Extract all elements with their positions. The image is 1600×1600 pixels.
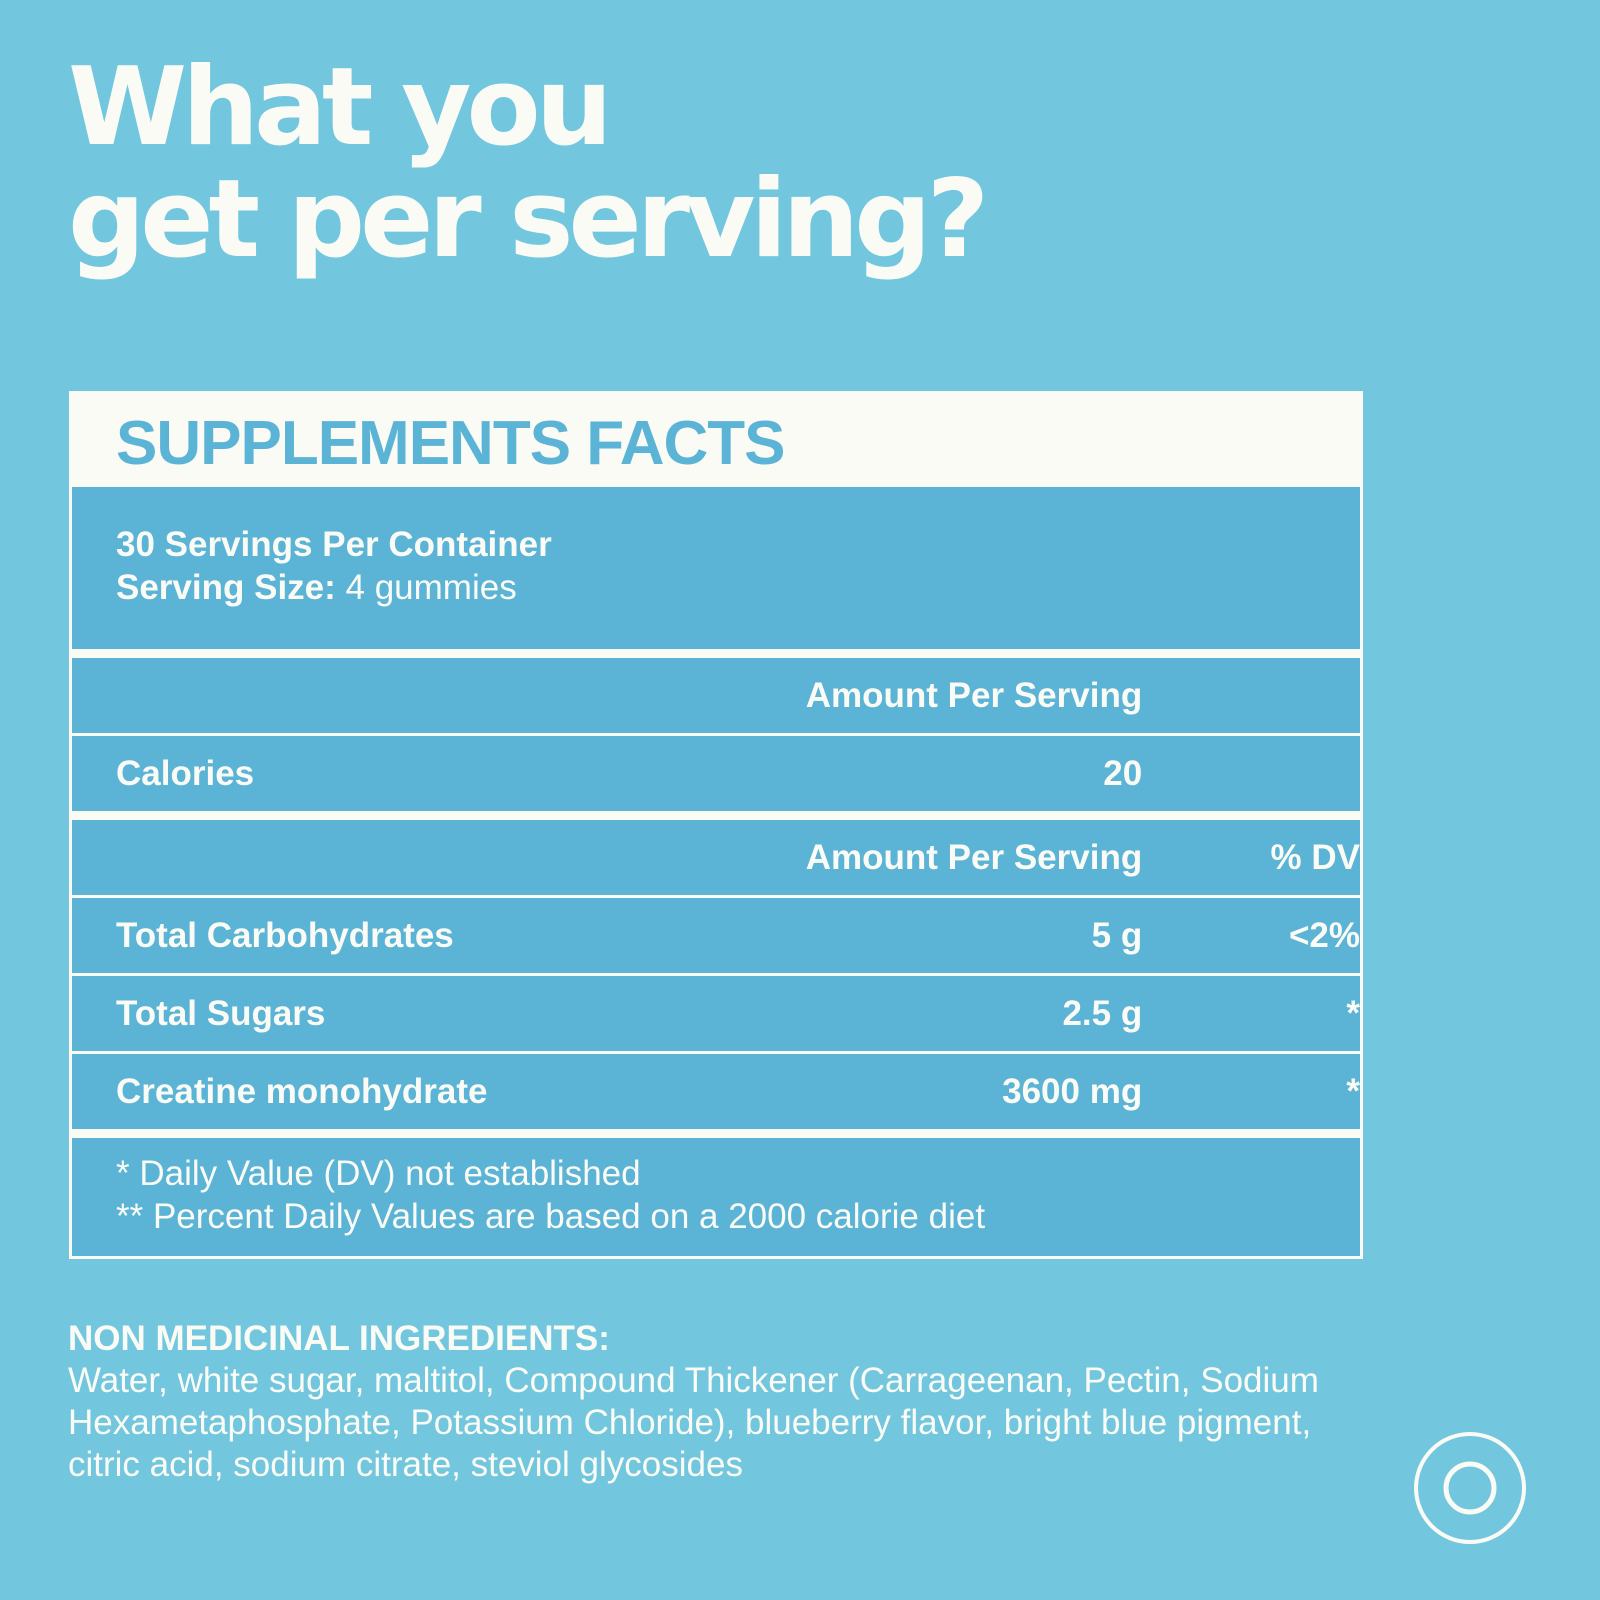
ingredients-text: Water, white sugar, maltitol, Compound T…	[68, 1361, 1319, 1484]
nutrient-dv: <2%	[1288, 915, 1360, 955]
calories-header-amount: Amount Per Serving	[805, 675, 1143, 715]
footnote: ** Percent Daily Values are based on a 2…	[116, 1197, 986, 1236]
supplement-facts-panel: SUPPLEMENTS FACTS 30 Servings Per Contai…	[69, 391, 1363, 1259]
nutrient-amount: 2.5 g	[1062, 993, 1143, 1033]
calories-name: Calories	[116, 753, 255, 793]
nutrient-header-amount: Amount Per Serving	[805, 837, 1143, 877]
nutrient-header-row: Amount Per Serving % DV	[72, 820, 1360, 895]
ingredients-title: NON MEDICINAL INGREDIENTS:	[68, 1319, 610, 1358]
concentric-circle-logo-icon	[1414, 1432, 1526, 1544]
serving-size: Serving Size: 4 gummies	[116, 566, 1316, 609]
table-row: Total Sugars 2.5 g *	[72, 976, 1360, 1051]
servings-per-container: 30 Servings Per Container	[116, 525, 552, 564]
nutrient-name: Total Sugars	[116, 993, 326, 1033]
ingredients-section: NON MEDICINAL INGREDIENTS: Water, white …	[68, 1318, 1368, 1486]
headline-line-1: What you	[68, 45, 613, 170]
table-row: Total Carbohydrates 5 g <2%	[72, 898, 1360, 973]
nutrient-dv: *	[1346, 1071, 1360, 1111]
nutrient-name: Total Carbohydrates	[116, 915, 454, 955]
headline-line-2: get per serving?	[68, 157, 989, 282]
calories-header-row: Amount Per Serving	[72, 658, 1360, 733]
serving-size-label: Serving Size:	[116, 568, 336, 607]
headline: What you get per serving?	[68, 45, 989, 282]
nutrient-amount: 5 g	[1091, 915, 1143, 955]
divider	[72, 1129, 1360, 1138]
calories-row: Calories 20	[72, 736, 1360, 811]
footnote: * Daily Value (DV) not established	[116, 1154, 641, 1193]
table-row: Creatine monohydrate 3600 mg *	[72, 1054, 1360, 1129]
serving-size-value: 4 gummies	[335, 568, 517, 607]
facts-title: SUPPLEMENTS FACTS	[116, 409, 786, 478]
nutrient-header-dv: % DV	[1270, 837, 1360, 877]
nutrient-name: Creatine monohydrate	[116, 1071, 488, 1111]
nutrient-amount: 3600 mg	[1002, 1071, 1143, 1111]
calories-amount: 20	[1103, 753, 1143, 793]
serving-info-block: 30 Servings Per Container Serving Size: …	[72, 487, 1360, 649]
divider	[72, 811, 1360, 820]
footnotes-block: * Daily Value (DV) not established ** Pe…	[72, 1138, 1360, 1256]
divider	[72, 649, 1360, 658]
nutrient-dv: *	[1346, 993, 1360, 1033]
